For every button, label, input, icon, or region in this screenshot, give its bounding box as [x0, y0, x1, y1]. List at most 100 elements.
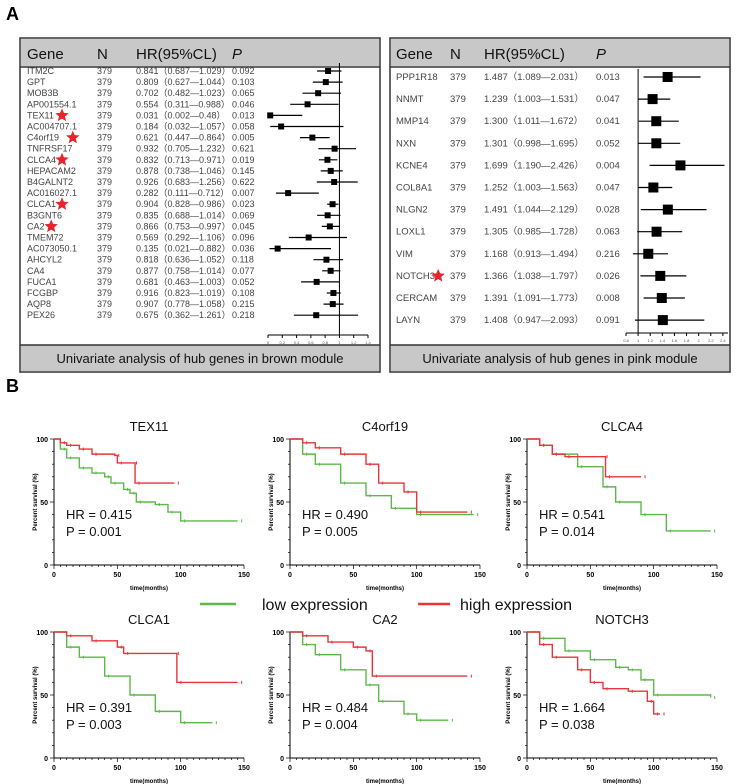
hr-marker — [285, 190, 292, 197]
km-title: NOTCH3 — [595, 612, 648, 627]
footer-bg — [391, 345, 729, 371]
n-value: 379 — [450, 116, 466, 127]
y-tick-label: 0 — [517, 563, 521, 570]
x-tick-label: 1.8 — [684, 338, 690, 343]
n-value: 379 — [97, 299, 112, 309]
hr-marker — [324, 212, 331, 219]
hr-ci: 0.832（0.713—0.971） — [136, 155, 231, 165]
x-tick-label: 1.4 — [660, 338, 666, 343]
n-value: 379 — [97, 199, 112, 209]
hr-ci: 0.932（0.705—1.232） — [136, 144, 231, 154]
hr-ci: 0.554（0.311—0.988） — [136, 99, 230, 109]
x-tick-label: 1.6 — [672, 338, 678, 343]
column-header: Gene — [27, 46, 64, 63]
column-header: Gene — [396, 46, 433, 63]
p-value: 0.103 — [232, 77, 255, 87]
n-value: 379 — [97, 221, 112, 231]
y-tick-label: 50 — [40, 500, 48, 507]
x-tick-label: 1.4 — [365, 340, 371, 345]
x-tick-label: 50 — [113, 572, 121, 579]
km-title: C4orf19 — [362, 419, 408, 434]
km-title: CLCA4 — [601, 419, 643, 434]
y-tick-label: 100 — [272, 630, 284, 637]
y-tick-label: 50 — [40, 693, 48, 700]
km-title: TEX11 — [130, 419, 169, 434]
p-value: 0.118 — [232, 255, 254, 265]
y-tick-label: 100 — [36, 630, 48, 637]
n-value: 379 — [97, 288, 112, 298]
x-tick-label: 100 — [648, 765, 660, 772]
p-text: P = 0.004 — [302, 717, 358, 732]
km-curve-high — [54, 438, 175, 484]
column-header: N — [97, 46, 108, 63]
y-tick-label: 0 — [44, 563, 48, 570]
y-tick-label: 100 — [272, 437, 284, 444]
p-value: 0.019 — [232, 155, 255, 165]
p-value: 0.026 — [596, 271, 620, 282]
hr-marker — [643, 248, 654, 259]
y-axis-label: Percent survival (%) — [33, 666, 39, 723]
legend-label-low: low expression — [262, 597, 368, 614]
hr-ci: 1.366（1.038—1.797） — [484, 270, 584, 282]
y-tick-label: 0 — [280, 756, 284, 763]
hr-marker — [662, 72, 673, 82]
km-curve-high — [290, 631, 468, 677]
x-tick-label: 150 — [474, 572, 486, 579]
y-tick-label: 50 — [513, 693, 521, 700]
n-value: 379 — [97, 88, 112, 98]
x-tick-label: 0 — [52, 765, 56, 772]
hr-marker — [326, 223, 333, 230]
p-value: 0.028 — [596, 205, 620, 216]
hr-marker — [657, 315, 668, 326]
hr-marker — [325, 68, 332, 74]
x-tick-label: 50 — [349, 572, 357, 579]
p-value: 0.065 — [232, 88, 255, 98]
n-value: 379 — [97, 177, 112, 187]
hr-ci: 0.282（0.111—0.712） — [136, 188, 229, 198]
hr-ci: 0.904（0.828—0.986） — [136, 199, 231, 209]
gene-name: NNMT — [396, 94, 424, 105]
y-tick-label: 0 — [517, 756, 521, 763]
y-tick-label: 50 — [276, 693, 284, 700]
km-curve-low — [54, 438, 238, 522]
km-curve-high — [527, 438, 641, 478]
p-value: 0.622 — [232, 177, 255, 187]
x-axis-label: time(months) — [130, 586, 168, 592]
hr-ci: 1.408（0.947—2.093） — [484, 314, 584, 326]
hr-ci: 0.841（0.687—1.029） — [136, 66, 231, 76]
x-tick-label: 2.4 — [720, 338, 726, 343]
x-tick-label: 150 — [474, 765, 486, 772]
gene-name: PPP1R18 — [396, 72, 438, 83]
hr-ci: 0.916（0.823—1.019） — [136, 288, 231, 298]
gene-name: KCNE4 — [396, 160, 428, 171]
p-value: 0.063 — [596, 227, 620, 238]
hr-ci: 0.031（0.002—0.48） — [136, 110, 226, 120]
x-tick-label: 0.8 — [322, 340, 328, 345]
star-icon — [44, 219, 58, 233]
column-header: P — [596, 46, 606, 63]
p-value: 0.013 — [596, 72, 620, 83]
y-tick-label: 0 — [280, 563, 284, 570]
x-tick-label: 0.4 — [294, 340, 300, 345]
n-value: 379 — [97, 122, 112, 132]
hr-ci: 0.907（0.778—1.058） — [136, 299, 231, 309]
hr-ci: 1.391（1.091—1.773） — [484, 292, 584, 304]
p-value: 0.069 — [232, 210, 255, 220]
hr-marker — [329, 301, 336, 308]
hr-marker — [327, 167, 334, 174]
forest-panel-0: Gene N HR(95%CL) P Univariate analysis of hu… — [19, 37, 381, 373]
y-axis-label: Percent survival (%) — [506, 666, 512, 723]
hr-marker — [274, 245, 281, 252]
hr-ci: 0.135（0.021—0.882） — [136, 244, 231, 254]
hr-marker — [651, 116, 662, 127]
hr-ci: 0.866（0.753—0.997） — [136, 221, 231, 231]
hr-ci: 1.239（1.003—1.531） — [484, 93, 584, 105]
x-tick-label: 1 — [338, 340, 341, 345]
column-header: HR(95%CL) — [484, 46, 565, 63]
p-value: 0.096 — [232, 233, 255, 243]
p-text: P = 0.003 — [66, 717, 122, 732]
x-tick-label: 0 — [52, 572, 56, 579]
n-value: 379 — [97, 66, 112, 76]
p-value: 0.215 — [232, 299, 255, 309]
hr-marker — [267, 112, 274, 119]
